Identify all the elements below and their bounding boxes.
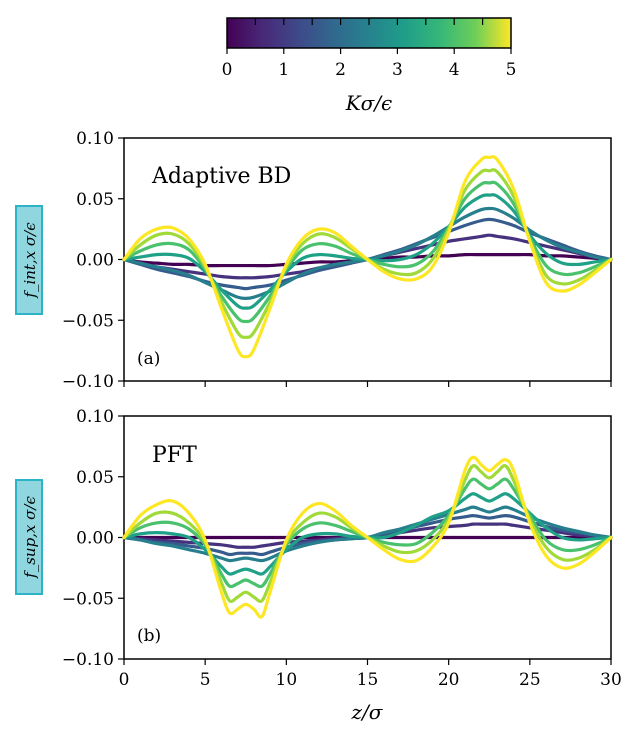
colorbar-tick-label: 5	[506, 60, 517, 80]
x-tick-label: 0	[119, 670, 130, 690]
colorbar-ticks: 0 1 2 3 4 5	[222, 18, 517, 80]
y-axis-label-text: f_sup,x σ/ϵ	[21, 496, 39, 579]
data-lines	[122, 455, 613, 619]
panel-tag: (b)	[137, 626, 161, 646]
x-tick-label: 15	[357, 670, 379, 690]
panel-title: Adaptive BD	[151, 164, 291, 189]
series-line-K4	[122, 455, 613, 619]
y-tick-label: 0.00	[76, 529, 114, 549]
y-tick-label: 0.00	[76, 251, 114, 271]
colorbar-tick-label: 1	[278, 60, 289, 80]
colorbar-tick-label: 0	[222, 60, 233, 80]
x-tick-label: 5	[200, 670, 211, 690]
y-tick-label: 0.10	[76, 129, 114, 149]
axis-ticks: −0.10 −0.05 0.00 0.05 0.10	[62, 129, 612, 392]
y-tick-label: 0.05	[76, 468, 114, 488]
panel-title: PFT	[152, 443, 197, 468]
panel-a: −0.10 −0.05 0.00 0.05 0.10 Adaptive BD (a) f…	[15, 129, 613, 392]
y-tick-label: 0.10	[76, 407, 114, 427]
y-axis-label: f_int,x σ/ϵ	[15, 205, 43, 315]
y-tick-label: −0.10	[62, 650, 114, 670]
colorbar-tick-label: 2	[335, 60, 346, 80]
y-axis-label-box	[15, 479, 43, 595]
x-tick-label: 30	[600, 670, 622, 690]
y-axis-label-box	[15, 205, 43, 315]
panel-b: 0 5 10 15 20 25 30 −0.10 −0.05 0.00 0.05 0.10 PFT (…	[15, 407, 622, 690]
y-tick-label: −0.10	[62, 372, 114, 392]
colorbar-tick-label: 3	[392, 60, 403, 80]
x-tick-label: 10	[276, 670, 298, 690]
y-axis-label: f_sup,x σ/ϵ	[15, 479, 43, 595]
series-line-K4	[122, 155, 613, 359]
x-axis-label: z/σ	[351, 700, 384, 724]
x-tick-label: 25	[519, 670, 541, 690]
colorbar: 0 1 2 3 4 5 Kσ/ϵ	[222, 17, 517, 115]
colorbar-tick-label: 4	[449, 60, 460, 80]
panel-tag: (a)	[137, 349, 160, 369]
y-tick-label: 0.05	[76, 190, 114, 210]
x-tick-label: 20	[438, 670, 460, 690]
y-tick-label: −0.05	[62, 311, 114, 331]
y-tick-label: −0.05	[62, 589, 114, 609]
data-lines	[122, 155, 613, 359]
y-axis-label-text: f_int,x σ/ϵ	[21, 222, 39, 299]
axis-ticks: 0 5 10 15 20 25 30 −0.10 −0.05 0.00 0.05 0.10	[62, 407, 622, 690]
colorbar-label: Kσ/ϵ	[345, 91, 393, 115]
